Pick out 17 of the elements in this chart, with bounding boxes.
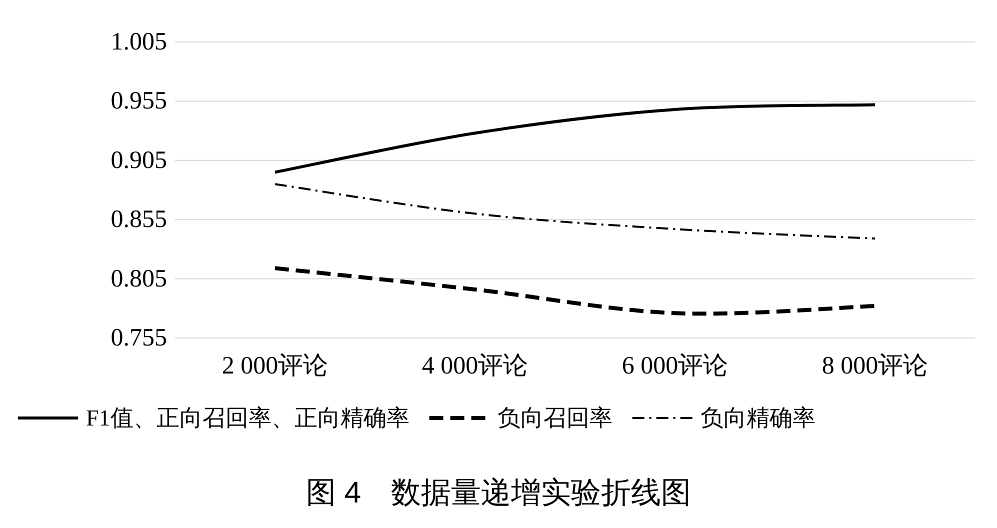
y-tick-label: 0.805	[110, 265, 167, 292]
y-tick-label: 0.955	[110, 88, 167, 115]
legend-label: 负向召回率	[497, 406, 612, 430]
y-tick-label: 0.855	[110, 206, 167, 234]
y-tick-label: 0.755	[110, 324, 167, 352]
y-tick-label: 0.905	[110, 146, 167, 174]
x-tick-label: 4 000评论	[422, 352, 528, 380]
line-series	[273, 266, 877, 316]
line-series	[274, 183, 876, 240]
text: 图 4 数据量递增实验折线图	[306, 476, 692, 510]
x-tick-label: 8 000评论	[822, 352, 928, 380]
legend-label: 负向精确率	[700, 406, 816, 430]
line-series	[274, 103, 876, 174]
x-tick-label: 6 000评论	[622, 352, 728, 380]
legend-label: F1值、正向召回率、正向精确率	[86, 406, 410, 430]
y-tick-label: 1.005	[110, 28, 167, 56]
x-tick-label: 2 000评论	[222, 352, 328, 380]
